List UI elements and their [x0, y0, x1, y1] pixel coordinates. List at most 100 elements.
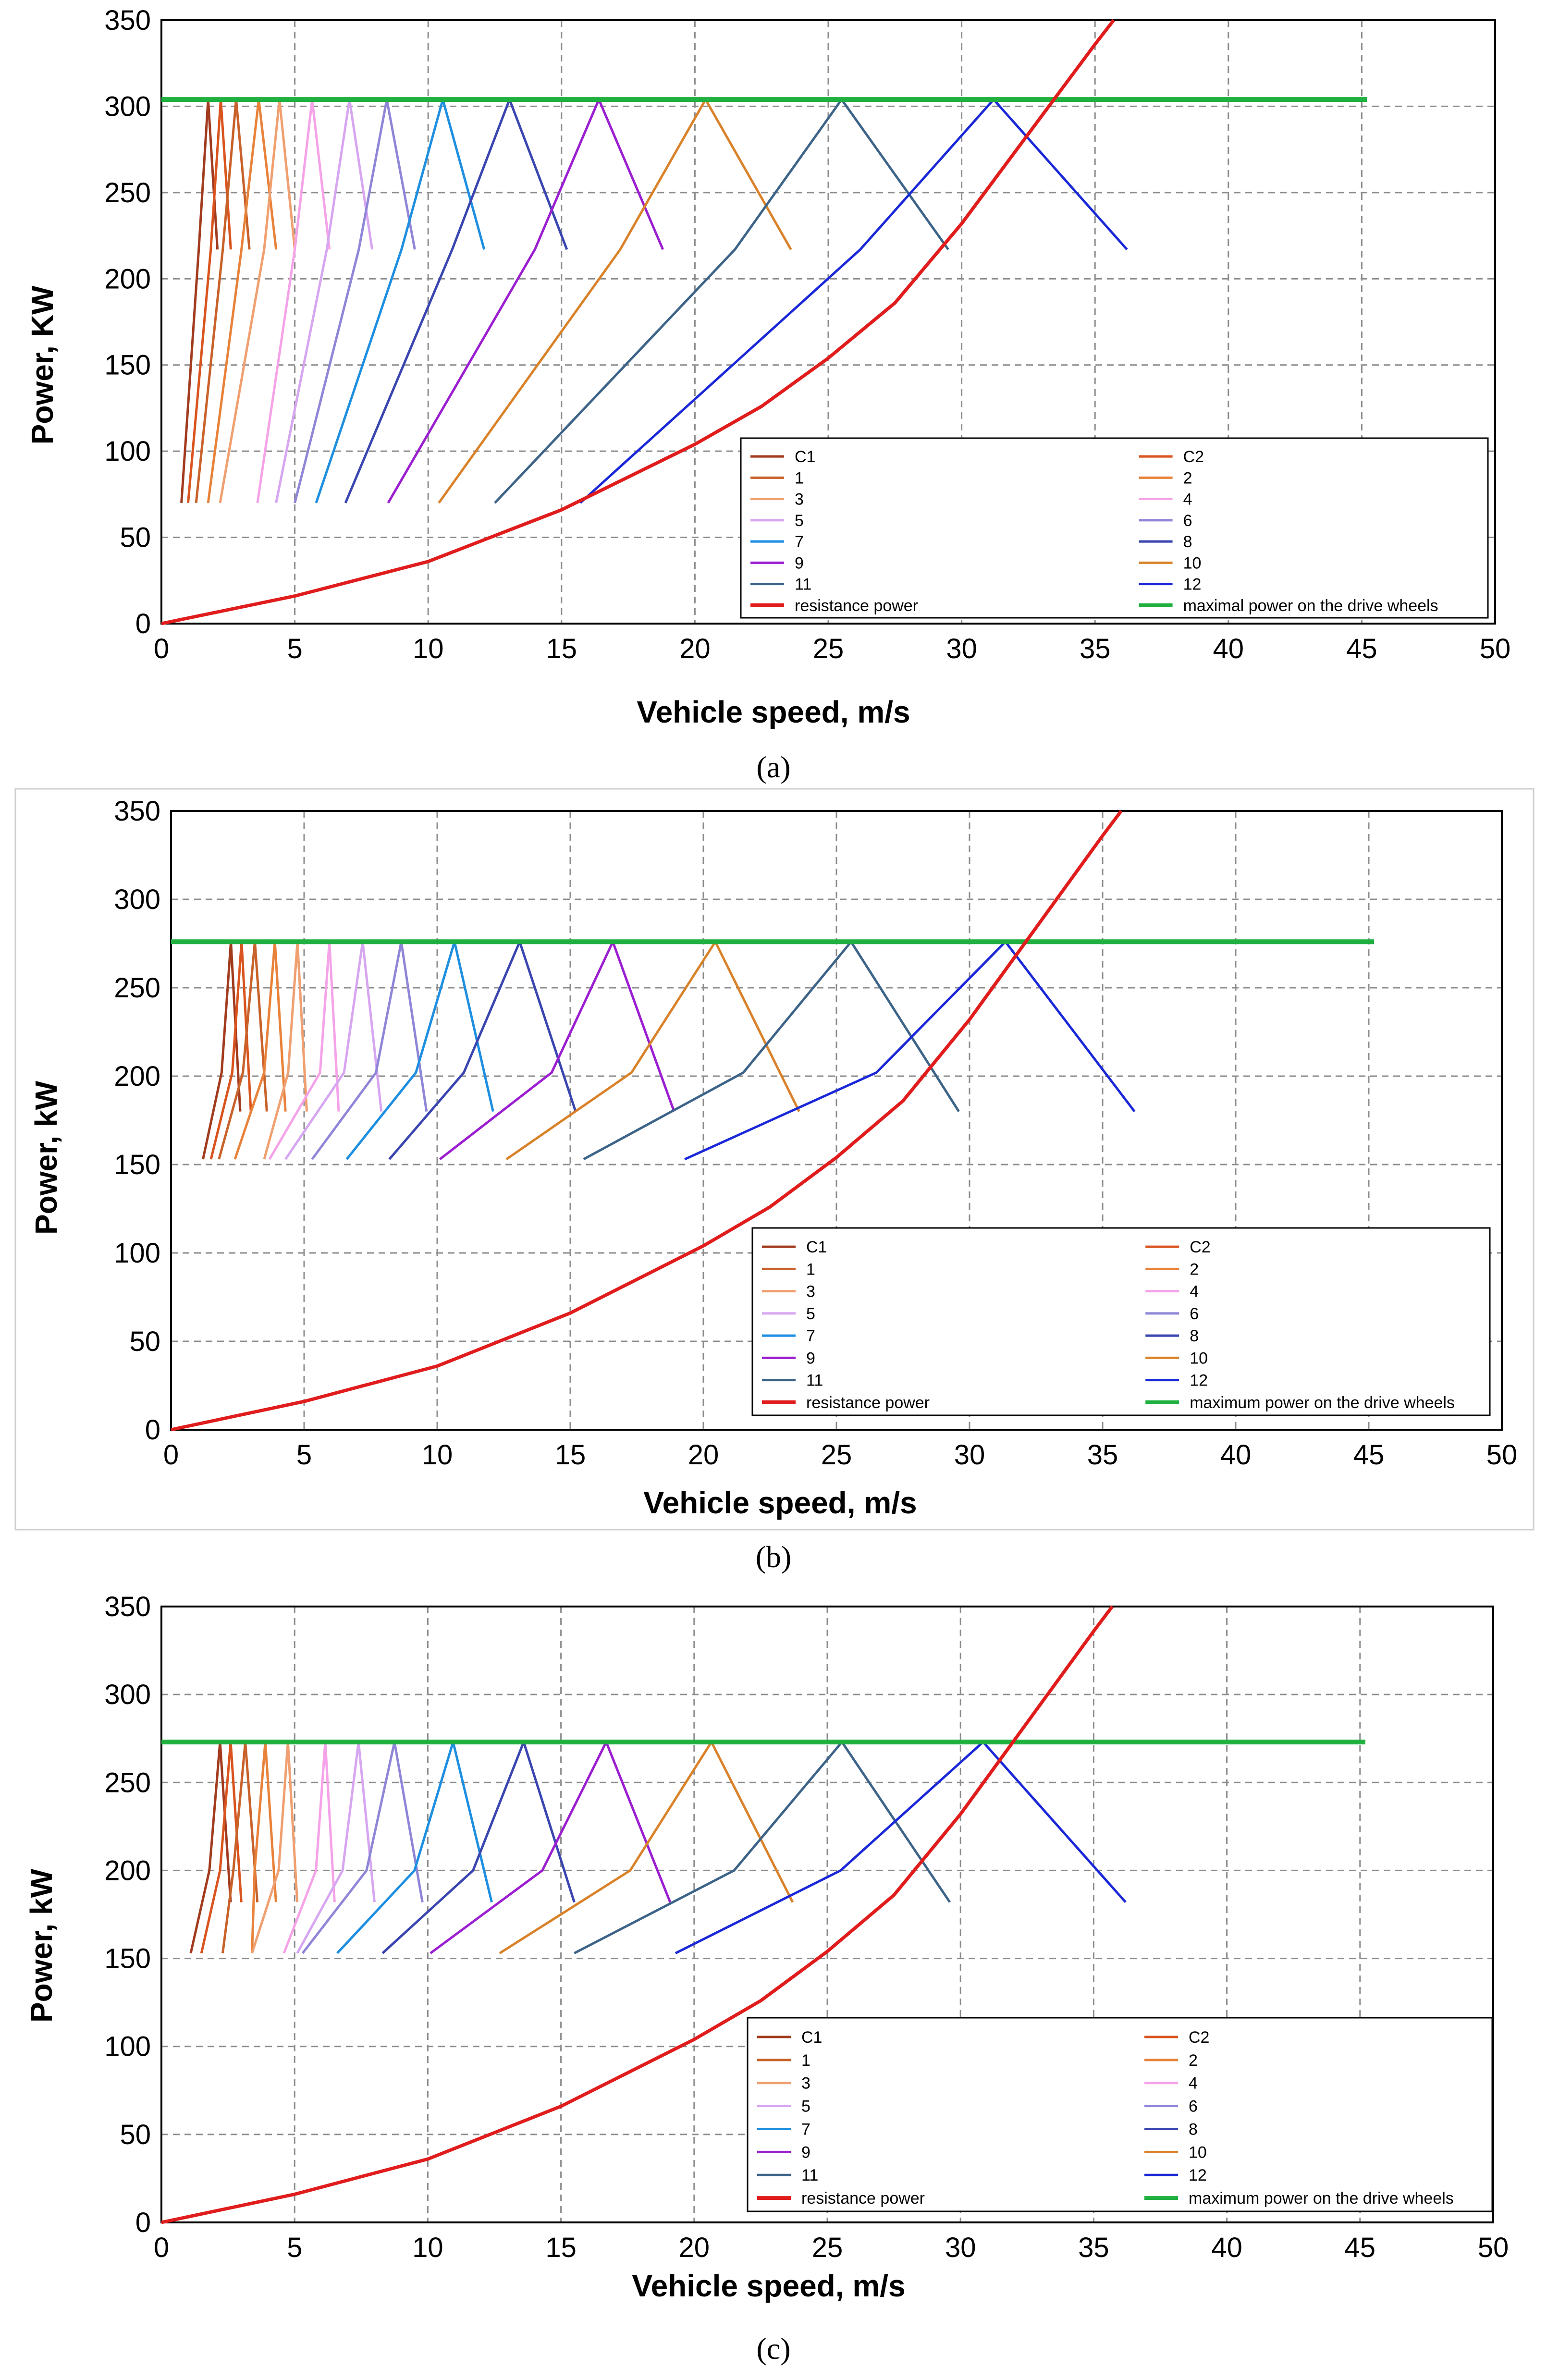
gear-curve-c1 — [180, 98, 219, 503]
legend-label: 3 — [806, 1283, 815, 1301]
legend-label: 7 — [806, 1327, 815, 1345]
x-tick-label: 5 — [296, 1439, 312, 1471]
y-tick-label: 50 — [120, 2119, 151, 2150]
gear-curve-3 — [251, 1741, 299, 1954]
legend-label: 2 — [1190, 1260, 1199, 1278]
legend-label: 9 — [801, 2143, 810, 2161]
x-tick-label: 35 — [1087, 1439, 1118, 1471]
legend-label: 4 — [1189, 2074, 1198, 2093]
x-tick-label: 40 — [1213, 633, 1244, 664]
x-tick-label: 20 — [679, 633, 711, 664]
plot-border — [160, 19, 1496, 625]
x-tick-label: 25 — [813, 633, 844, 664]
y-tick-label: 350 — [104, 5, 151, 36]
legend-label: 5 — [801, 2098, 810, 2116]
gear-curve-9 — [387, 98, 664, 504]
x-tick-label: 45 — [1345, 2232, 1376, 2263]
x-tick-label: 45 — [1353, 1439, 1385, 1471]
legend-label: C2 — [1189, 2028, 1209, 2047]
y-tick-label: 50 — [120, 522, 151, 553]
x-tick-label: 35 — [1080, 633, 1111, 664]
legend-label: resistance power — [806, 1394, 930, 1412]
legend-label: C2 — [1190, 1238, 1210, 1256]
legend-label: 2 — [1189, 2051, 1198, 2070]
y-tick-label: 100 — [104, 436, 151, 467]
panel-label-a: (a) — [756, 750, 790, 784]
x-tick-label: 40 — [1211, 2232, 1242, 2263]
legend-label: C2 — [1183, 448, 1204, 466]
plot-area-a: 0 5 10 15 20 25 30 35 40 45 5005010015020025030035… — [104, 5, 1510, 664]
legend-label: 7 — [801, 2120, 810, 2138]
y-axis-title-a: Power, KW — [25, 285, 60, 444]
x-tick-label: 25 — [821, 1439, 852, 1471]
legend-label: 10 — [1183, 554, 1202, 572]
x-tick-label: 10 — [413, 633, 444, 664]
x-tick-label: 40 — [1220, 1439, 1252, 1471]
gear-curve-5 — [284, 940, 383, 1160]
x-tick-label: 20 — [688, 1439, 719, 1471]
gear-curve-4 — [268, 940, 340, 1160]
legend-label: 1 — [795, 469, 804, 487]
legend-box — [740, 437, 1489, 619]
y-tick-label: 350 — [114, 796, 160, 827]
x-tick-label: 45 — [1346, 633, 1377, 664]
y-tick-label: 0 — [135, 2207, 151, 2238]
y-tick-label: 100 — [114, 1238, 160, 1269]
legend-label: 4 — [1190, 1283, 1199, 1301]
gear-curve-9 — [439, 940, 675, 1160]
gear-curve-9 — [430, 1741, 672, 1954]
x-axis-title-b: Vehicle speed, m/s — [643, 1485, 917, 1520]
y-tick-label: 250 — [114, 972, 160, 1004]
x-tick-label: 0 — [163, 1439, 179, 1471]
resistance-power-curve — [161, 1605, 1114, 2224]
legend-label: 8 — [1190, 1327, 1199, 1345]
legend-label: 5 — [806, 1305, 815, 1323]
legend-label: 1 — [801, 2051, 810, 2070]
x-tick-label: 10 — [412, 2232, 443, 2263]
gear-curve-7 — [336, 1741, 493, 1954]
resistance-power-curve — [161, 19, 1115, 626]
legend-label: 11 — [806, 1372, 823, 1390]
y-tick-label: 150 — [114, 1149, 160, 1180]
y-axis-title-b: Power, kW — [29, 1080, 63, 1235]
x-tick-label: 5 — [287, 2232, 302, 2263]
y-tick-label: 300 — [104, 91, 151, 122]
legend-label: 6 — [1190, 1305, 1199, 1323]
legend-box — [747, 2017, 1493, 2212]
legend-label: maximal power on the drive wheels — [1183, 597, 1438, 615]
y-tick-label: 0 — [135, 608, 151, 639]
gear-curve-8 — [388, 940, 577, 1160]
gear-curve-c1 — [189, 1741, 232, 1954]
legend-label: 11 — [795, 576, 811, 594]
gear-curve-7 — [345, 940, 494, 1160]
x-tick-label: 5 — [287, 633, 302, 664]
gear-curve-10 — [438, 98, 792, 504]
legend-label: 3 — [795, 491, 804, 509]
x-tick-label: 35 — [1078, 2232, 1109, 2263]
legend-label: 1 — [806, 1260, 815, 1278]
y-tick-label: 250 — [104, 1767, 151, 1798]
legend-label: 12 — [1189, 2166, 1207, 2184]
x-tick-label: 25 — [812, 2232, 843, 2263]
x-tick-label: 50 — [1486, 1439, 1518, 1471]
plot-border — [160, 1606, 1494, 2223]
legend-label: 9 — [795, 554, 804, 572]
y-tick-label: 200 — [104, 1855, 151, 1886]
gear-curve-3 — [219, 98, 296, 503]
plot-area-b: 0 5 10 15 20 25 30 35 40 45 5005010015020025030035… — [114, 796, 1517, 1471]
x-tick-label: 30 — [954, 1439, 985, 1471]
y-tick-label: 250 — [104, 177, 151, 209]
legend-label: 5 — [795, 512, 804, 530]
legend-label: 12 — [1183, 576, 1202, 594]
gear-curve-10 — [499, 1741, 794, 1954]
gear-curve-6 — [301, 1741, 424, 1954]
gear-curve-12 — [579, 98, 1128, 504]
x-tick-label: 15 — [546, 633, 577, 664]
gear-curve-2 — [207, 98, 278, 503]
gear-curve-5 — [296, 1741, 376, 1954]
panel-label-c: (c) — [756, 2331, 790, 2366]
legend-label: C1 — [801, 2028, 822, 2047]
